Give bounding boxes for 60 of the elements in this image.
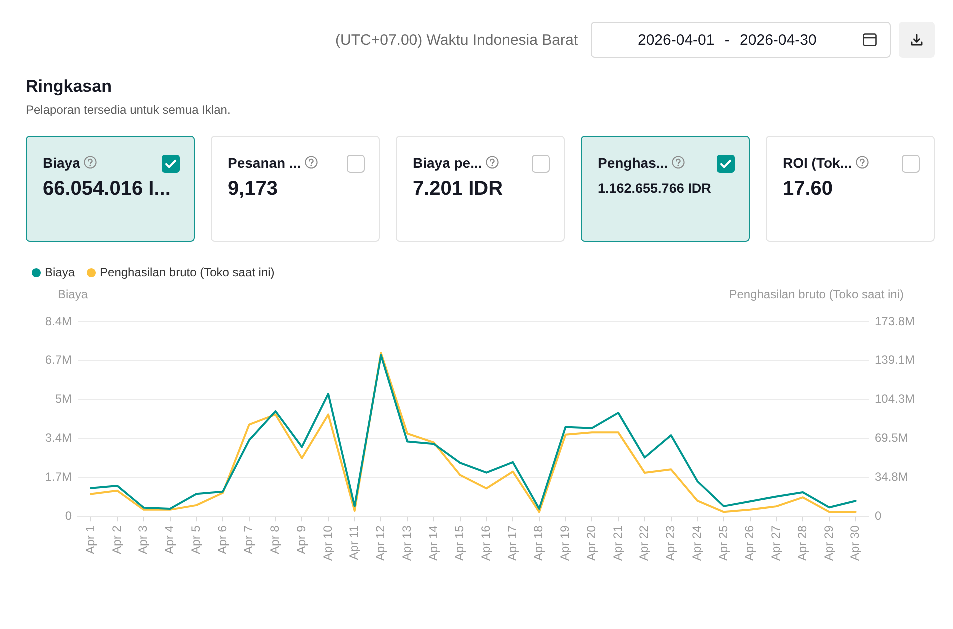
legend-label: Penghasilan bruto (Toko saat ini) [100, 265, 275, 280]
x-tick-label: Apr 2 [110, 525, 124, 554]
y-tick-label: 3.4M [45, 431, 72, 446]
y-axis-title: Biaya [58, 287, 88, 302]
text: 9,173 [228, 178, 278, 201]
text: 7.201 IDR [413, 178, 504, 201]
x-tick-label: Apr 24 [690, 525, 704, 562]
text: Pelaporan tersedia untuk semua Iklan. [26, 103, 231, 117]
x-tick-label: Apr 9 [294, 525, 308, 554]
x-tick-label: Apr 1 [83, 525, 98, 554]
x-tick-label: Apr 16 [478, 525, 493, 562]
x-tick-label: Apr 27 [769, 525, 784, 562]
x-tick-label: Apr 20 [584, 525, 598, 562]
x-tick-label: Apr 29 [822, 525, 836, 562]
text: Biaya [43, 155, 80, 171]
x-tick-label: Apr 22 [637, 525, 652, 562]
text: Biaya pe... [413, 155, 482, 171]
y2-tick-label: 0 [875, 508, 882, 523]
x-tick-label: Apr 18 [532, 525, 546, 562]
y-tick-label: 5M [55, 392, 72, 406]
x-tick-label: Apr 28 [795, 525, 810, 562]
text: Ringkasan [26, 77, 112, 97]
y2-tick-label: 69.5M [875, 431, 908, 446]
x-tick-label: Apr 4 [162, 525, 177, 554]
text: Penghas... [598, 155, 668, 171]
text: (UTC+07.00) Waktu Indonesia Barat [336, 32, 578, 49]
y2-tick-label: 34.8M [875, 470, 908, 484]
y-tick-label: 0 [65, 508, 72, 523]
y-tick-label: 1.7M [45, 470, 72, 484]
text: 66.054.016 I... [43, 178, 171, 201]
x-tick-label: Apr 25 [716, 525, 730, 562]
y-tick-label: 6.7M [45, 353, 72, 368]
x-tick-label: Apr 21 [610, 525, 625, 562]
y-tick-label: 8.4M [45, 314, 72, 328]
x-tick-label: Apr 3 [136, 525, 150, 554]
x-tick-label: Apr 8 [268, 525, 282, 554]
text: 1.162.655.766 IDR [598, 181, 712, 196]
legend-label: Biaya [45, 265, 76, 280]
text: 2026-04-01 - 2026-04-30 [638, 32, 817, 49]
text: Pesanan ... [228, 155, 302, 171]
y2-tick-label: 173.8M [875, 314, 916, 328]
x-tick-label: Apr 12 [374, 525, 388, 562]
x-tick-label: Apr 30 [848, 525, 862, 562]
x-tick-label: Apr 15 [452, 525, 467, 562]
text: 17.60 [783, 178, 834, 201]
x-tick-label: Apr 19 [558, 525, 572, 562]
x-tick-label: Apr 17 [505, 525, 520, 562]
x-tick-label: Apr 10 [320, 525, 335, 562]
y2-tick-label: 104.3M [875, 392, 916, 406]
y2-axis-title: Penghasilan bruto (Toko saat ini) [729, 287, 904, 302]
x-tick-label: Apr 14 [426, 525, 440, 562]
y2-tick-label: 139.1M [875, 353, 916, 368]
x-tick-label: Apr 6 [215, 525, 230, 554]
x-tick-label: Apr 26 [742, 525, 757, 562]
x-tick-label: Apr 5 [188, 525, 203, 554]
x-tick-label: Apr 11 [347, 525, 362, 560]
text: ROI (Tok... [783, 155, 852, 171]
x-tick-label: Apr 13 [400, 525, 414, 562]
x-tick-label: Apr 7 [242, 525, 256, 554]
x-tick-label: Apr 23 [664, 525, 678, 562]
